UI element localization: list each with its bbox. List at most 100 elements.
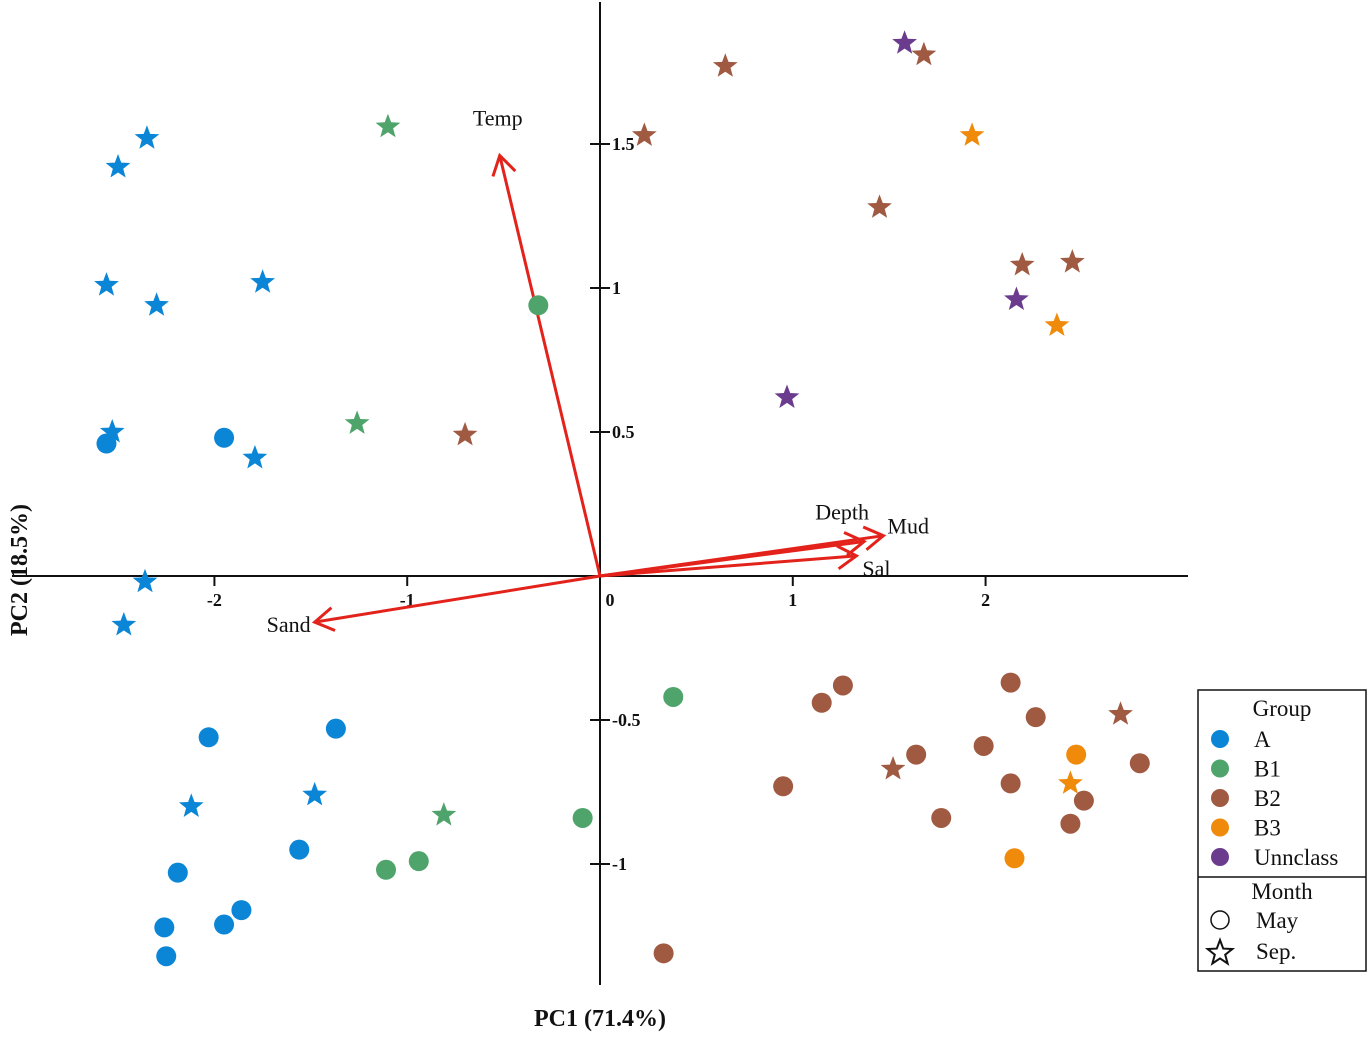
x-tick-label: -1 [400, 590, 415, 610]
point-star-a [250, 269, 275, 293]
y-tick-label: 1 [612, 278, 621, 298]
point-star-b2 [1108, 701, 1133, 725]
vector-line-mud [599, 534, 884, 578]
loading-vectors: Temp Sand Depth Mud Sal [267, 106, 929, 638]
point-star-b2 [867, 194, 892, 218]
point-star-unclass [1004, 286, 1029, 311]
vector-line-sand [314, 574, 601, 624]
legend-swatch-a [1211, 730, 1229, 748]
point-star-b3 [1058, 770, 1083, 794]
point-star-b2 [452, 421, 478, 446]
point-star-a [134, 125, 160, 149]
point-circle-b2 [773, 776, 794, 797]
data-points [94, 30, 1150, 967]
point-star-a [178, 793, 204, 817]
point-star-b2 [1059, 249, 1085, 273]
legend-swatch-b2 [1211, 789, 1229, 807]
legend-label-sep: Sep. [1256, 939, 1296, 964]
point-star-a [99, 419, 125, 443]
point-circle-b2 [1129, 753, 1150, 774]
vector-label-sand: Sand [267, 612, 311, 637]
point-star-a [111, 611, 137, 636]
vector-arrowhead-depth [843, 531, 867, 557]
vector-arrowhead-sal [836, 544, 860, 571]
point-star-b1 [375, 113, 401, 138]
point-star-b2 [880, 755, 906, 780]
legend-label-b2: B2 [1254, 786, 1281, 811]
point-circle-a [154, 917, 175, 938]
vector-line-temp [498, 155, 602, 577]
legend-group-title: Group [1253, 696, 1312, 721]
vector-label-temp: Temp [473, 106, 523, 131]
point-circle-a [325, 718, 346, 739]
point-circle-b1 [663, 686, 684, 707]
point-star-b2 [1009, 251, 1035, 276]
legend-label-b3: B3 [1254, 816, 1281, 841]
point-circle-b2 [931, 807, 952, 828]
y-tick-label: -1 [612, 854, 627, 874]
y-ticks: 1.5 1 0.5 -0.5 -1 [590, 134, 641, 874]
point-circle-b2 [973, 735, 994, 756]
legend-label-a: A [1254, 727, 1271, 752]
point-circle-a [167, 862, 188, 883]
point-circle-a [96, 433, 117, 454]
point-star-a [242, 444, 268, 469]
y-tick-label: 0.5 [612, 422, 635, 442]
point-star-a [132, 568, 158, 593]
point-circle-b2 [1025, 707, 1046, 728]
point-circle-b1 [376, 859, 397, 880]
vector-arrowhead-temp [491, 152, 517, 177]
vector-label-sal: Sal [862, 556, 890, 581]
point-star-a [105, 154, 131, 178]
point-circle-b2 [832, 675, 853, 696]
point-star-b2 [911, 41, 937, 66]
point-circle-a [231, 900, 252, 921]
vector-line-sal [599, 554, 857, 578]
point-star-b3 [1044, 312, 1070, 336]
point-circle-b2 [1000, 773, 1021, 794]
vector-arrowhead-sand [311, 606, 336, 632]
legend-group-entries: A B1 B2 B3 Unnclass [1211, 727, 1338, 870]
x-tick-label: -2 [207, 590, 222, 610]
point-star-b1 [431, 802, 457, 826]
legend-swatch-unclass [1211, 848, 1229, 866]
point-circle-b1 [528, 295, 549, 316]
point-star-a [302, 781, 328, 806]
point-circle-b2 [906, 744, 927, 765]
legend-circle-icon [1210, 910, 1230, 930]
point-circle-b2 [1000, 672, 1021, 693]
point-star-a [94, 272, 119, 296]
point-star-unclass [892, 30, 917, 54]
point-circle-a [156, 946, 177, 967]
point-circle-b3 [1004, 848, 1025, 869]
point-star-unclass [774, 384, 800, 408]
point-circle-b2 [1073, 790, 1094, 811]
legend-month-title: Month [1251, 879, 1313, 904]
point-star-b1 [344, 410, 370, 434]
point-circle-b1 [572, 807, 593, 828]
x-tick-label: 1 [788, 590, 797, 610]
point-star-b2 [631, 122, 657, 146]
legend-label-b1: B1 [1254, 757, 1281, 782]
point-circle-b1 [408, 851, 429, 872]
axes: -2 -1 0 1 2 1.5 1 0.5 -0.5 -1 [12, 2, 1188, 985]
legend-swatch-b3 [1211, 818, 1229, 837]
y-axis-title: PC2 (18.5%) [7, 504, 33, 636]
point-circle-b2 [811, 692, 832, 713]
point-star-a [144, 292, 169, 316]
x-tick-label: 2 [981, 590, 990, 610]
legend-star-icon [1204, 937, 1236, 966]
legend: Group A B1 B2 B3 Unnclass Month May Sep. [1197, 689, 1367, 972]
vector-label-depth: Depth [815, 499, 869, 524]
x-axis-title: PC1 (71.4%) [534, 1006, 666, 1032]
point-circle-a [214, 914, 235, 935]
legend-month-entries: May Sep. [1204, 908, 1299, 966]
point-circle-b2 [653, 943, 674, 964]
x-tick-label: 0 [606, 590, 615, 610]
point-star-b3 [959, 122, 985, 146]
vector-label-mud: Mud [887, 514, 929, 539]
y-tick-label: 1.5 [612, 134, 635, 154]
point-circle-a [214, 427, 235, 448]
point-circle-b2 [1060, 813, 1081, 834]
